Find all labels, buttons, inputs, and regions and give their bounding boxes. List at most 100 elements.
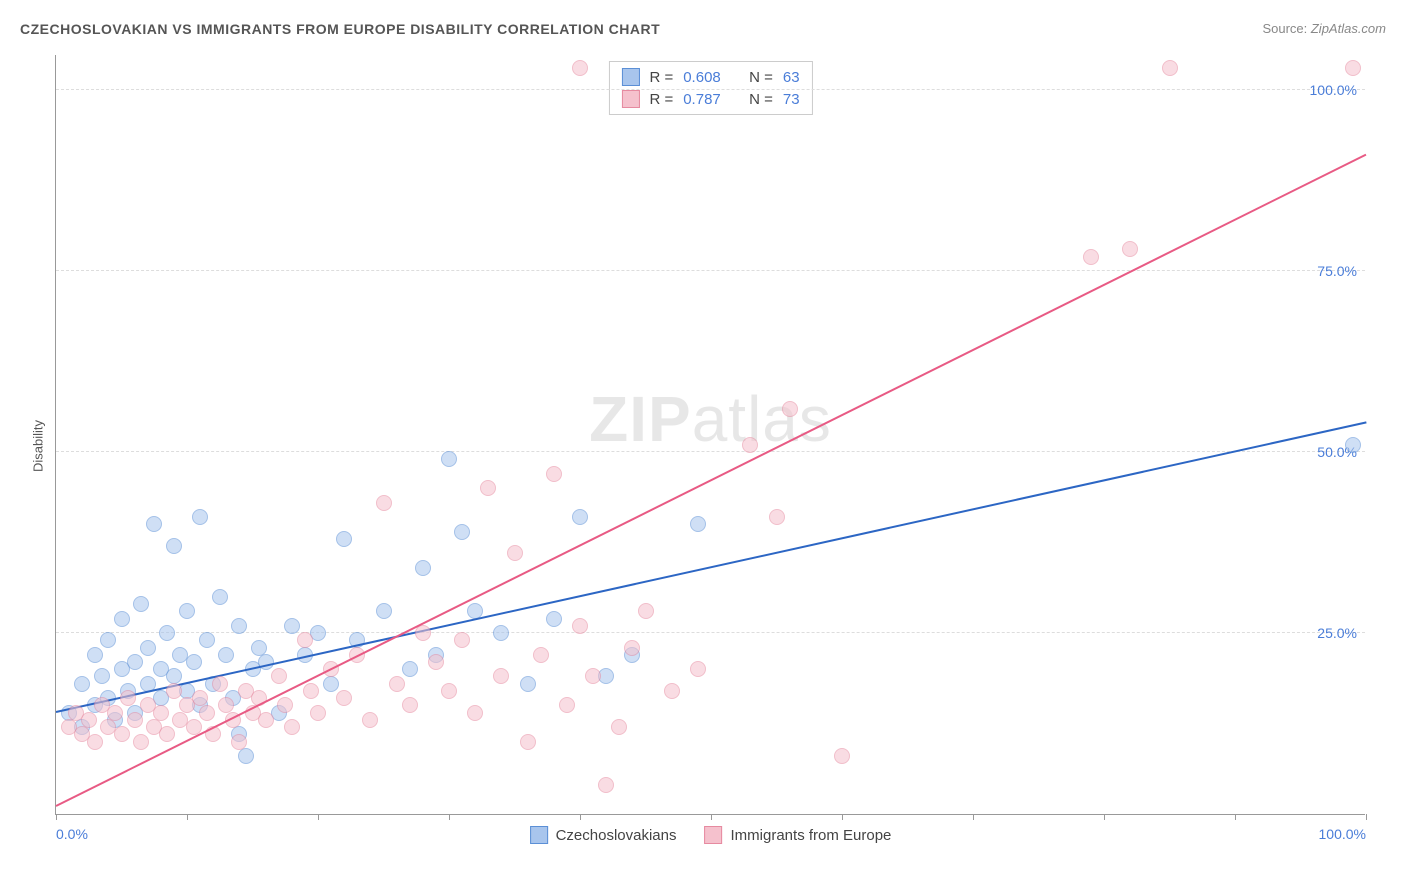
- data-point: [212, 589, 228, 605]
- data-point: [402, 697, 418, 713]
- data-point: [598, 777, 614, 793]
- xtick: [580, 814, 581, 820]
- data-point: [664, 683, 680, 699]
- data-point: [114, 726, 130, 742]
- data-point: [546, 466, 562, 482]
- data-point: [218, 647, 234, 663]
- data-point: [572, 618, 588, 634]
- data-point: [133, 596, 149, 612]
- xtick: [187, 814, 188, 820]
- data-point: [454, 632, 470, 648]
- data-point: [303, 683, 319, 699]
- ytick-label: 100.0%: [1310, 82, 1357, 98]
- data-point: [336, 690, 352, 706]
- xtick: [449, 814, 450, 820]
- data-point: [520, 676, 536, 692]
- xtick-label: 100.0%: [1319, 826, 1366, 842]
- data-point: [100, 632, 116, 648]
- xtick: [842, 814, 843, 820]
- data-point: [127, 712, 143, 728]
- data-point: [520, 734, 536, 750]
- data-point: [690, 516, 706, 532]
- trendline: [56, 153, 1367, 806]
- data-point: [127, 654, 143, 670]
- swatch-series-2: [621, 90, 639, 108]
- ytick-label: 25.0%: [1317, 625, 1357, 641]
- data-point: [258, 712, 274, 728]
- chart-title: CZECHOSLOVAKIAN VS IMMIGRANTS FROM EUROP…: [20, 21, 660, 37]
- data-point: [533, 647, 549, 663]
- legend-item-1: Czechoslovakians: [530, 826, 677, 844]
- data-point: [94, 668, 110, 684]
- data-point: [186, 654, 202, 670]
- data-point: [415, 560, 431, 576]
- xtick: [711, 814, 712, 820]
- data-point: [1345, 60, 1361, 76]
- data-point: [212, 676, 228, 692]
- data-point: [87, 647, 103, 663]
- stats-box: R = 0.608 N = 63 R = 0.787 N = 73: [608, 61, 812, 115]
- data-point: [146, 516, 162, 532]
- data-point: [507, 545, 523, 561]
- data-point: [133, 734, 149, 750]
- data-point: [231, 734, 247, 750]
- bottom-legend: Czechoslovakians Immigrants from Europe: [530, 826, 892, 844]
- source-text: Source: ZipAtlas.com: [1262, 20, 1386, 38]
- xtick: [1366, 814, 1367, 820]
- data-point: [310, 705, 326, 721]
- gridline: [56, 270, 1365, 271]
- data-point: [107, 705, 123, 721]
- data-point: [284, 618, 300, 634]
- xtick: [973, 814, 974, 820]
- data-point: [87, 734, 103, 750]
- data-point: [179, 603, 195, 619]
- data-point: [402, 661, 418, 677]
- trendline: [56, 421, 1366, 712]
- data-point: [493, 625, 509, 641]
- data-point: [467, 705, 483, 721]
- data-point: [166, 538, 182, 554]
- data-point: [690, 661, 706, 677]
- xtick: [1104, 814, 1105, 820]
- xtick: [318, 814, 319, 820]
- data-point: [638, 603, 654, 619]
- data-point: [585, 668, 601, 684]
- data-point: [120, 690, 136, 706]
- legend-swatch-2: [705, 826, 723, 844]
- data-point: [166, 683, 182, 699]
- data-point: [159, 726, 175, 742]
- gridline: [56, 451, 1365, 452]
- data-point: [769, 509, 785, 525]
- data-point: [336, 531, 352, 547]
- data-point: [742, 437, 758, 453]
- data-point: [441, 683, 457, 699]
- data-point: [153, 705, 169, 721]
- gridline: [56, 89, 1365, 90]
- data-point: [140, 640, 156, 656]
- xtick: [56, 814, 57, 820]
- data-point: [1122, 241, 1138, 257]
- data-point: [192, 509, 208, 525]
- data-point: [376, 603, 392, 619]
- data-point: [81, 712, 97, 728]
- data-point: [271, 668, 287, 684]
- xtick: [1235, 814, 1236, 820]
- data-point: [572, 509, 588, 525]
- data-point: [277, 697, 293, 713]
- data-point: [284, 719, 300, 735]
- data-point: [389, 676, 405, 692]
- data-point: [546, 611, 562, 627]
- plot-area: ZIPatlas R = 0.608 N = 63 R = 0.787 N = …: [55, 55, 1365, 815]
- watermark: ZIPatlas: [589, 382, 832, 456]
- data-point: [624, 640, 640, 656]
- data-point: [559, 697, 575, 713]
- data-point: [376, 495, 392, 511]
- data-point: [493, 668, 509, 684]
- data-point: [1162, 60, 1178, 76]
- xtick-label: 0.0%: [56, 826, 88, 842]
- ytick-label: 75.0%: [1317, 263, 1357, 279]
- data-point: [782, 401, 798, 417]
- data-point: [362, 712, 378, 728]
- data-point: [1345, 437, 1361, 453]
- data-point: [74, 676, 90, 692]
